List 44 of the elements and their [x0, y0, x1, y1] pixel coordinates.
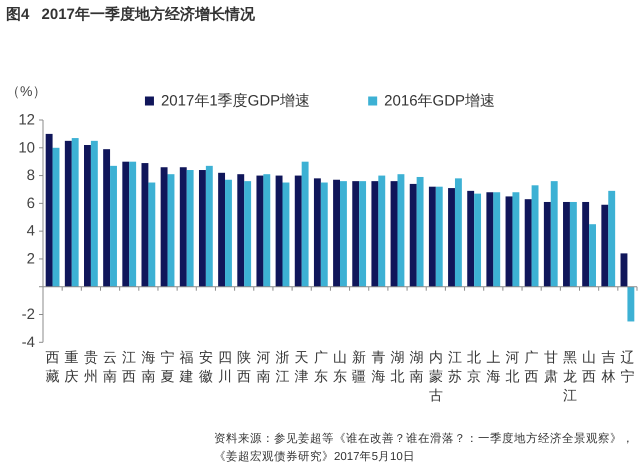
x-tick-label: 黑龙江	[562, 349, 577, 403]
x-tick-label: 湖北	[390, 349, 404, 384]
y-tick-label: 6	[26, 194, 35, 212]
y-axis-title: （%）	[6, 83, 46, 99]
x-tick-label: 海南	[141, 349, 156, 384]
x-tick-label: 甘肃	[544, 349, 558, 384]
x-tick-label: 宁夏	[160, 349, 175, 384]
y-tick-label: 2	[26, 250, 35, 268]
y-tick-label: -4	[22, 334, 35, 351]
x-tick-label: 陕西	[237, 349, 252, 384]
x-tick-label: 辽宁	[620, 349, 634, 384]
x-tick-label: 北京	[467, 349, 482, 384]
legend-label: 2017年1季度GDP增速	[160, 92, 310, 110]
x-tick-label: 江西	[122, 349, 136, 384]
x-tick-label: 广东	[314, 349, 328, 384]
y-tick-label: 12	[18, 112, 35, 128]
x-tick-label: 广西	[524, 349, 539, 384]
y-tick-label: -2	[22, 306, 35, 324]
x-tick-label: 浙江	[276, 349, 290, 384]
x-tick-label: 湖南	[410, 349, 424, 384]
y-tick-label: 8	[26, 167, 35, 184]
x-tick-label: 云南	[103, 349, 118, 384]
x-tick-label: 内蒙古	[428, 349, 443, 403]
x-tick-label: 新疆	[352, 349, 366, 384]
x-tick-label: 天津	[294, 349, 309, 384]
legend-label: 2016年GDP增速	[384, 92, 496, 110]
x-tick-label: 山西	[582, 349, 596, 384]
x-tick-label: 贵州	[84, 349, 98, 384]
x-tick-label: 河北	[505, 349, 520, 384]
source: 资料来源：参见姜超等《谁在改善？谁在滑落？：一季度地方经济全景观察》， 《姜超宏观债券研究》2017年5月10日	[214, 433, 634, 463]
y-tick-label: 10	[18, 139, 35, 156]
x-tick-label: 青海	[371, 349, 386, 384]
x-tick-label: 河南	[256, 349, 270, 384]
x-tick-label: 上海	[486, 349, 500, 384]
x-tick-label: 安徽	[198, 349, 213, 384]
x-tick-label: 四川	[218, 349, 232, 384]
x-tick-label: 西藏	[46, 349, 60, 384]
x-tick-label: 重庆	[64, 349, 79, 384]
title: 图4 2017年一季度地方经济增长情况	[6, 6, 255, 23]
x-tick-label: 吉林	[600, 349, 616, 384]
x-tick-label: 江苏	[448, 349, 462, 384]
x-tick-label: 山东	[333, 349, 347, 384]
y-tick-label: 4	[26, 222, 35, 240]
x-tick-label: 福建	[178, 349, 194, 384]
